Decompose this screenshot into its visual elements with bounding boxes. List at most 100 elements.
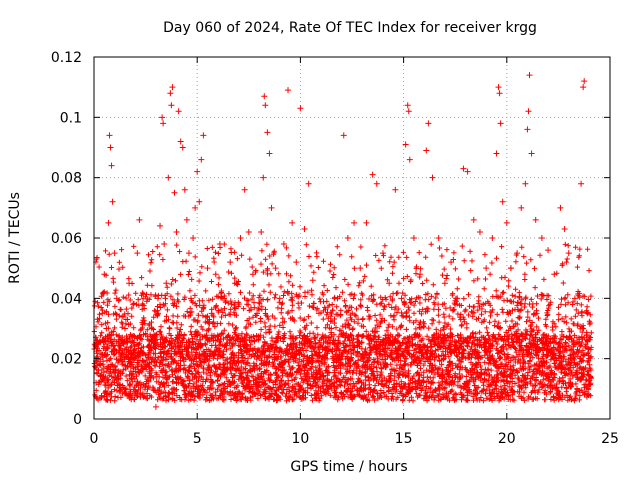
data-point	[272, 265, 279, 272]
data-point	[571, 295, 578, 302]
data-point	[496, 90, 503, 97]
data-point	[578, 180, 585, 187]
data-point	[518, 204, 525, 211]
data-point	[406, 156, 413, 163]
data-point	[476, 228, 483, 235]
data-point	[260, 174, 267, 181]
data-point	[227, 259, 234, 266]
data-point	[404, 102, 411, 109]
data-point	[190, 235, 197, 241]
data-point	[108, 162, 115, 169]
data-point	[157, 222, 164, 229]
data-point	[97, 361, 104, 368]
data-point	[522, 180, 529, 187]
data-point	[113, 295, 120, 302]
roti-dense-cloud	[91, 241, 594, 404]
data-point	[117, 370, 124, 377]
data-point	[392, 186, 399, 193]
data-point	[495, 84, 502, 91]
data-point	[448, 259, 455, 266]
data-point	[315, 310, 322, 317]
data-point	[179, 144, 186, 151]
data-point	[503, 219, 510, 226]
data-point	[340, 132, 347, 139]
y-axis-label: ROTI / TECUs	[7, 192, 23, 284]
data-point	[173, 228, 180, 235]
data-point	[470, 216, 477, 223]
x-tick-label: 25	[601, 431, 619, 447]
y-tick-label: 0.04	[51, 291, 82, 307]
data-point	[581, 78, 588, 85]
data-point	[276, 295, 283, 302]
data-point	[309, 277, 316, 284]
data-point	[305, 180, 312, 187]
data-point	[130, 301, 137, 308]
x-axis-label: GPS time / hours	[290, 459, 407, 475]
data-point	[134, 250, 141, 257]
y-tick-label: 0.02	[51, 352, 82, 368]
data-point	[528, 150, 535, 157]
data-point	[261, 93, 268, 100]
data-point	[159, 114, 166, 121]
data-point	[198, 156, 205, 163]
data-point	[460, 165, 467, 172]
data-point	[497, 120, 504, 127]
data-point	[584, 310, 591, 317]
data-point	[373, 180, 380, 187]
data-point	[435, 235, 442, 241]
data-point	[208, 310, 215, 317]
data-point	[148, 325, 155, 332]
x-tick-label: 10	[291, 431, 309, 447]
data-point	[532, 216, 539, 223]
data-point	[165, 174, 172, 181]
roti-data-points	[93, 72, 593, 410]
data-point	[126, 280, 133, 287]
data-point	[483, 265, 490, 272]
x-tick-label: 20	[498, 431, 516, 447]
y-tick-label: 0	[73, 412, 82, 428]
data-point	[107, 144, 114, 151]
data-point	[249, 271, 256, 278]
data-point	[167, 90, 174, 97]
data-point	[99, 310, 106, 317]
data-point	[398, 295, 405, 302]
data-point	[106, 132, 113, 139]
data-point	[109, 198, 116, 205]
x-tick-label: 5	[193, 431, 202, 447]
data-point	[425, 120, 432, 127]
data-point	[175, 108, 182, 115]
data-point	[181, 186, 188, 193]
data-point	[586, 361, 593, 368]
data-point	[204, 265, 211, 272]
data-point	[489, 235, 496, 241]
data-point	[386, 280, 393, 287]
data-point	[379, 250, 386, 257]
data-point	[285, 87, 292, 94]
data-point	[524, 126, 531, 133]
data-point	[136, 216, 143, 223]
x-axis-ticks: 0 5 10 15 20 25	[90, 57, 619, 447]
data-point	[334, 295, 341, 302]
data-point	[499, 198, 506, 205]
data-point	[557, 204, 564, 211]
data-point	[551, 271, 558, 278]
data-point	[101, 271, 108, 278]
y-axis-ticks: 0 0.02 0.04 0.06 0.08 0.1 0.12	[51, 50, 610, 428]
data-point	[160, 120, 167, 127]
data-point	[417, 271, 424, 278]
data-point	[363, 219, 370, 226]
y-tick-label: 0.06	[51, 231, 82, 247]
data-point	[322, 355, 329, 362]
chart-title: Day 060 of 2024, Rate Of TEC Index for r…	[163, 20, 537, 36]
data-point	[402, 141, 409, 148]
data-point	[565, 250, 572, 257]
data-point	[464, 168, 471, 175]
data-point	[115, 349, 122, 356]
data-point	[103, 325, 110, 332]
data-point	[241, 186, 248, 193]
data-point	[344, 235, 351, 241]
data-point	[254, 310, 261, 317]
x-tick-label: 0	[90, 431, 99, 447]
data-point	[140, 331, 147, 338]
